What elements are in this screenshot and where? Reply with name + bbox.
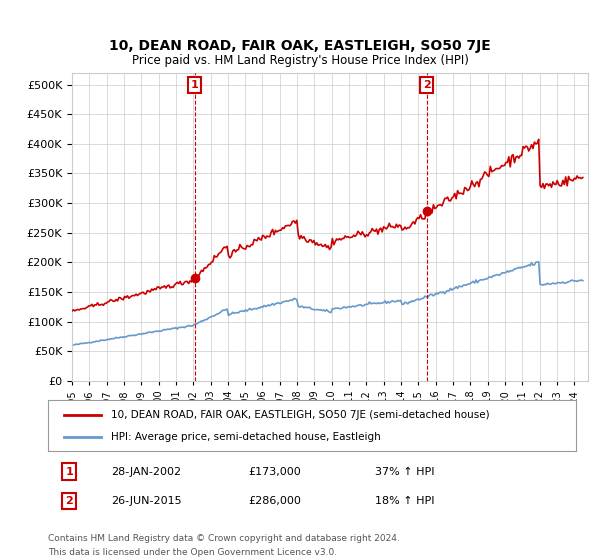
Text: £173,000: £173,000 xyxy=(248,467,301,477)
Text: 18% ↑ HPI: 18% ↑ HPI xyxy=(376,496,435,506)
Text: £286,000: £286,000 xyxy=(248,496,302,506)
Text: 37% ↑ HPI: 37% ↑ HPI xyxy=(376,467,435,477)
Text: Contains HM Land Registry data © Crown copyright and database right 2024.: Contains HM Land Registry data © Crown c… xyxy=(48,534,400,543)
Text: 10, DEAN ROAD, FAIR OAK, EASTLEIGH, SO50 7JE: 10, DEAN ROAD, FAIR OAK, EASTLEIGH, SO50… xyxy=(109,39,491,53)
Text: 1: 1 xyxy=(191,80,199,90)
Text: This data is licensed under the Open Government Licence v3.0.: This data is licensed under the Open Gov… xyxy=(48,548,337,557)
Text: 2: 2 xyxy=(423,80,431,90)
Text: 26-JUN-2015: 26-JUN-2015 xyxy=(112,496,182,506)
Text: 28-JAN-2002: 28-JAN-2002 xyxy=(112,467,181,477)
Text: 1: 1 xyxy=(65,467,73,477)
Text: Price paid vs. HM Land Registry's House Price Index (HPI): Price paid vs. HM Land Registry's House … xyxy=(131,54,469,67)
Text: 10, DEAN ROAD, FAIR OAK, EASTLEIGH, SO50 7JE (semi-detached house): 10, DEAN ROAD, FAIR OAK, EASTLEIGH, SO50… xyxy=(112,409,490,419)
Text: 2: 2 xyxy=(65,496,73,506)
Text: HPI: Average price, semi-detached house, Eastleigh: HPI: Average price, semi-detached house,… xyxy=(112,432,381,442)
